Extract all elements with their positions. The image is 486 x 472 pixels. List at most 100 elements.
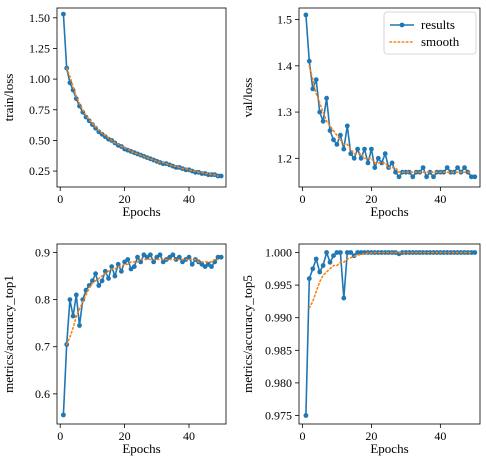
x-tick-label: 40 (183, 192, 195, 206)
results-data-point (209, 264, 214, 269)
results-data-point (338, 132, 343, 138)
chart-panel-2: 0 20 40 1.2 1.3 1.4 1.5 Epochs val/loss results sm… (240, 7, 481, 219)
results-data-point (109, 264, 115, 269)
results-data-point (403, 250, 409, 255)
results-data-point (341, 146, 347, 152)
results-series-line (305, 249, 475, 416)
results-data-point (186, 254, 192, 260)
y-tick-label: 0.25 (29, 164, 50, 178)
results-data-point (362, 146, 367, 152)
y-tick-label: 1.000 (265, 245, 292, 259)
results-data-point (396, 174, 402, 180)
y-tick-label: 0.995 (265, 278, 292, 292)
results-data-point (351, 155, 357, 161)
results-data-point (393, 169, 398, 175)
results-data-point (455, 165, 460, 171)
results-data-point (157, 252, 163, 258)
results-data-point (317, 109, 323, 115)
results-data-point (102, 268, 108, 274)
results-data-point (151, 259, 157, 265)
plot-frame (56, 243, 227, 425)
y-tick-label: 1.00 (29, 72, 50, 86)
x-tick-label: 0 (57, 192, 63, 206)
results-data-point (310, 266, 316, 272)
results-data-point (67, 297, 73, 302)
y-tick-label: 0.975 (265, 409, 292, 423)
results-data-point (218, 173, 224, 179)
smooth-series-line (65, 258, 219, 346)
results-data-point (448, 250, 454, 255)
results-data-point (112, 273, 118, 279)
results-data-point (379, 160, 385, 166)
results-data-point (131, 264, 137, 269)
y-tick-label: 0.990 (265, 311, 292, 325)
results-data-point (444, 165, 450, 171)
results-data-point (375, 155, 381, 161)
results-data-point (90, 122, 95, 127)
y-tick-label: 1.50 (29, 11, 50, 25)
results-data-point (189, 261, 195, 267)
results-series-line (62, 253, 222, 416)
y-tick-label: 0.9 (35, 245, 50, 259)
x-axis-label: Epochs (122, 441, 160, 456)
x-tick-label: 20 (365, 429, 377, 443)
results-data-point (348, 250, 354, 255)
x-tick-label: 40 (434, 429, 446, 443)
results-data-point (90, 278, 95, 284)
results-data-point (93, 271, 98, 277)
y-axis-label: val/loss (240, 78, 255, 118)
y-tick-label: 0.7 (35, 340, 50, 354)
results-data-point (310, 86, 316, 92)
legend-smooth-label: smooth (421, 34, 460, 49)
results-data-point (344, 250, 350, 255)
results-data-point (320, 263, 326, 268)
results-data-point (61, 412, 66, 418)
results-data-point (176, 254, 182, 260)
x-tick-label: 20 (119, 429, 131, 443)
results-data-point (389, 160, 395, 166)
y-tick-label: 0.50 (29, 133, 50, 147)
chart-panel-4: 0 20 40 0.975 0.980 0.985 0.990 0.995 1.000 Epoch… (240, 243, 481, 456)
results-data-point (355, 250, 360, 255)
results-data-point (125, 257, 131, 262)
y-tick-label: 0.980 (265, 376, 292, 390)
results-data-point (96, 283, 102, 288)
results-data-point (119, 268, 124, 274)
results-series-line (62, 14, 222, 177)
x-tick-label: 40 (434, 192, 446, 206)
results-data-point (99, 278, 105, 284)
results-data-point (115, 261, 121, 267)
y-tick-label: 1.4 (277, 59, 292, 73)
results-data-point (358, 155, 364, 161)
legend-results-label: results (421, 17, 455, 32)
x-tick-label: 0 (57, 429, 63, 443)
results-data-point (431, 174, 436, 180)
results-data-point (128, 266, 134, 272)
results-data-point (96, 129, 102, 135)
results-data-point (77, 323, 82, 328)
results-data-point (73, 292, 79, 298)
results-data-point (218, 254, 224, 260)
results-data-point (424, 174, 429, 180)
results-data-point (313, 77, 319, 83)
plot-frame (298, 243, 481, 425)
y-axis-label: train/loss (1, 74, 16, 122)
y-tick-label: 0.985 (265, 343, 292, 357)
results-data-point (427, 169, 433, 175)
plot-frame (298, 7, 481, 188)
results-data-point (303, 12, 309, 18)
results-data-point (379, 250, 385, 255)
results-data-point (144, 254, 150, 260)
results-data-point (403, 169, 409, 175)
y-axis-label: metrics/accuracy_top5 (240, 275, 255, 393)
plot-frame (56, 7, 227, 188)
x-tick-label: 20 (119, 192, 131, 206)
results-data-point (365, 160, 371, 166)
legend: results smooth (383, 11, 477, 55)
results-data-point (334, 250, 340, 255)
results-data-point (331, 253, 336, 259)
results-data-point (348, 151, 354, 157)
results-data-point (469, 250, 474, 255)
results-data-point (372, 165, 378, 171)
x-tick-label: 40 (183, 429, 195, 443)
